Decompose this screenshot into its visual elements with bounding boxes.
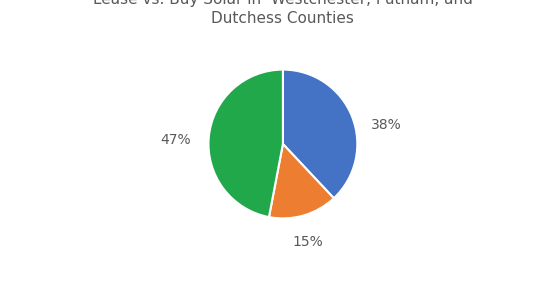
Text: 47%: 47% xyxy=(161,132,192,147)
Wedge shape xyxy=(269,144,334,218)
Wedge shape xyxy=(209,70,283,217)
Text: 15%: 15% xyxy=(292,235,323,249)
Wedge shape xyxy=(283,70,357,198)
Text: 38%: 38% xyxy=(371,118,402,132)
Title: Lease vs. Buy Solar in  Westchester, Putnam, and
Dutchess Counties: Lease vs. Buy Solar in Westchester, Putn… xyxy=(93,0,473,26)
